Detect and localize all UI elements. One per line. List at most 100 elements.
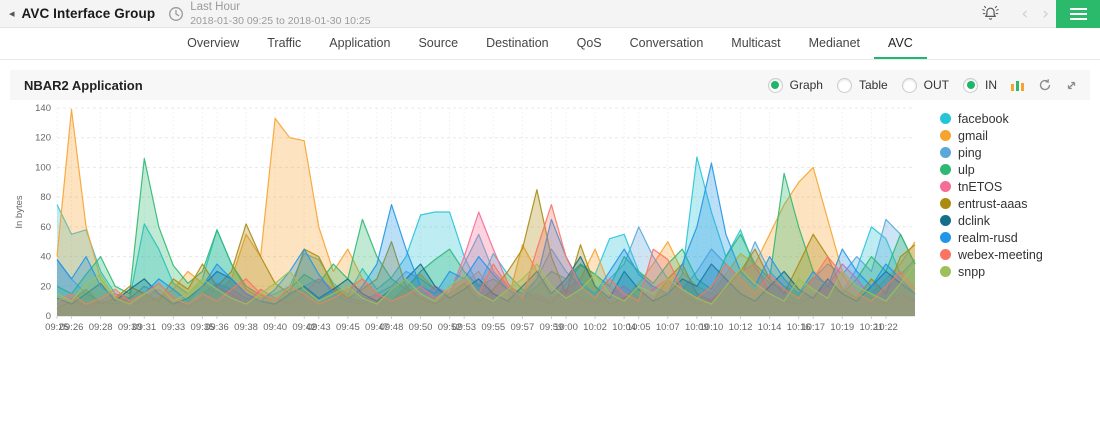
legend-dot: [940, 198, 951, 209]
tab-source[interactable]: Source: [418, 35, 459, 50]
legend-label: dclink: [958, 213, 990, 228]
svg-text:09:47: 09:47: [365, 322, 389, 333]
direction-radio-in[interactable]: [963, 77, 978, 93]
svg-text:09:45: 09:45: [336, 322, 360, 333]
legend-item-ping[interactable]: ping: [940, 144, 1043, 161]
direction-radio-out[interactable]: [901, 77, 917, 93]
legend-item-tnETOS[interactable]: tnETOS: [940, 178, 1043, 195]
legend-label: realm-rusd: [958, 230, 1018, 245]
svg-text:0: 0: [46, 311, 51, 322]
app-header: ◂ AVC Interface Group Last Hour 2018-01-…: [0, 0, 1100, 28]
legend-item-snpp[interactable]: snpp: [940, 263, 1043, 280]
legend-item-gmail[interactable]: gmail: [940, 127, 1043, 144]
svg-text:In bytes: In bytes: [14, 195, 25, 229]
svg-text:09:50: 09:50: [409, 322, 433, 333]
svg-text:09:59: 09:59: [540, 322, 564, 333]
svg-text:09:53: 09:53: [452, 322, 476, 333]
svg-text:09:43: 09:43: [307, 322, 331, 333]
page-title: AVC Interface Group: [21, 6, 156, 21]
direction-toggle-group: OUT IN: [888, 77, 997, 93]
direction-label: OUT: [923, 78, 949, 92]
bar-chart-icon[interactable]: [1010, 78, 1025, 92]
legend-item-entrust-aaas[interactable]: entrust-aaas: [940, 195, 1043, 212]
tab-application[interactable]: Application: [329, 35, 391, 50]
legend-item-dclink[interactable]: dclink: [940, 212, 1043, 229]
time-range-label: Last Hour: [190, 1, 241, 14]
legend-item-webex-meeting[interactable]: webex-meeting: [940, 246, 1043, 263]
back-icon[interactable]: ◂: [9, 8, 15, 20]
next-arrow-icon[interactable]: ›: [1042, 3, 1049, 24]
view-option-graph[interactable]: Graph: [767, 77, 823, 93]
tab-overview[interactable]: Overview: [187, 35, 240, 50]
svg-text:10:22: 10:22: [874, 322, 898, 333]
svg-text:09:31: 09:31: [132, 322, 156, 333]
nbar2-panel: NBAR2 Application Graph Table OUT IN 0 20 40…: [10, 70, 1090, 340]
view-label: Table: [858, 78, 888, 92]
legend-dot: [940, 130, 951, 141]
view-option-table[interactable]: Table: [836, 77, 888, 93]
legend-item-ulp[interactable]: ulp: [940, 161, 1043, 178]
svg-text:10:19: 10:19: [830, 322, 854, 333]
view-radio-graph[interactable]: [767, 77, 783, 93]
legend-label: webex-meeting: [958, 247, 1043, 262]
time-range-selector[interactable]: Last Hour 2018-01-30 09:25 to 2018-01-30…: [190, 0, 370, 26]
panel-controls: Graph Table OUT IN: [754, 77, 1078, 93]
tab-medianet[interactable]: Medianet: [808, 35, 861, 50]
svg-text:09:26: 09:26: [60, 322, 84, 333]
legend-label: snpp: [958, 264, 986, 279]
chart-area: 0 20 40 60 80 100 120 140 In bytes 09:25 09:26 09:2…: [10, 100, 1090, 340]
svg-text:09:57: 09:57: [510, 322, 534, 333]
tab-qos[interactable]: QoS: [576, 35, 602, 50]
panel-title: NBAR2 Application: [24, 77, 143, 93]
legend-dot: [940, 215, 951, 226]
legend-dot: [940, 266, 951, 277]
prev-arrow-icon[interactable]: ‹: [1021, 3, 1029, 24]
svg-text:10:04: 10:04: [612, 322, 636, 333]
legend-label: gmail: [958, 128, 988, 143]
legend-item-facebook[interactable]: facebook: [940, 110, 1043, 127]
svg-text:10:17: 10:17: [801, 322, 825, 333]
svg-text:10:14: 10:14: [758, 322, 782, 333]
legend-dot: [940, 113, 951, 124]
legend-label: tnETOS: [958, 179, 1003, 194]
header-actions: ‹ ›: [981, 0, 1100, 28]
svg-text:10:05: 10:05: [627, 322, 651, 333]
panel-header: NBAR2 Application Graph Table OUT IN: [10, 70, 1090, 100]
chart-legend: facebook gmail ping ulp tnETOS entrust-aaas dc…: [940, 110, 1043, 280]
svg-text:10:10: 10:10: [700, 322, 724, 333]
svg-text:09:35: 09:35: [191, 322, 215, 333]
svg-text:10:07: 10:07: [656, 322, 680, 333]
svg-text:09:30: 09:30: [118, 322, 142, 333]
tab-destination[interactable]: Destination: [486, 35, 549, 50]
legend-dot: [940, 164, 951, 175]
svg-text:10:00: 10:00: [554, 322, 578, 333]
tab-multicast[interactable]: Multicast: [731, 35, 781, 50]
alarm-bell-icon[interactable]: [981, 5, 1000, 23]
legend-label: facebook: [958, 111, 1009, 126]
legend-dot: [940, 147, 951, 158]
legend-item-realm-rusd[interactable]: realm-rusd: [940, 229, 1043, 246]
direction-option-out[interactable]: OUT: [901, 77, 949, 93]
legend-label: ping: [958, 145, 982, 160]
refresh-icon[interactable]: [1038, 78, 1052, 92]
svg-text:09:28: 09:28: [89, 322, 113, 333]
section-tabs: Overview Traffic Application Source Destinat…: [0, 28, 1100, 60]
svg-text:40: 40: [40, 252, 51, 263]
expand-icon[interactable]: [1065, 79, 1078, 92]
direction-option-in[interactable]: IN: [963, 77, 997, 93]
svg-text:09:55: 09:55: [481, 322, 505, 333]
svg-text:140: 140: [35, 103, 51, 114]
svg-text:09:40: 09:40: [263, 322, 287, 333]
view-radio-table[interactable]: [836, 77, 852, 93]
time-range-value: 2018-01-30 09:25 to 2018-01-30 10:25: [190, 14, 371, 27]
svg-text:09:25: 09:25: [45, 322, 69, 333]
hamburger-menu-button[interactable]: [1056, 0, 1100, 28]
tab-avc[interactable]: AVC: [874, 28, 927, 59]
legend-dot: [940, 249, 951, 260]
tab-conversation[interactable]: Conversation: [629, 35, 704, 50]
view-label: Graph: [789, 78, 823, 92]
svg-text:09:42: 09:42: [292, 322, 316, 333]
svg-text:09:38: 09:38: [234, 322, 258, 333]
tab-traffic[interactable]: Traffic: [267, 35, 302, 50]
